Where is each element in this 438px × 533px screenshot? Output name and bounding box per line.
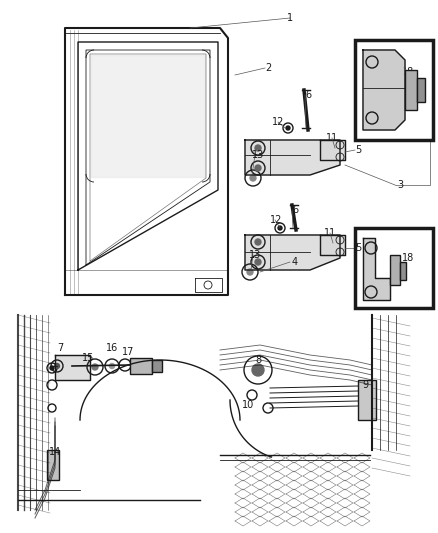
Text: 17: 17	[122, 347, 134, 357]
Text: 10: 10	[242, 400, 254, 410]
Bar	[130, 358, 152, 374]
Text: 13: 13	[249, 250, 261, 260]
Polygon shape	[320, 235, 345, 255]
Circle shape	[92, 364, 98, 370]
Bar	[417, 78, 425, 102]
Text: 18: 18	[402, 67, 414, 77]
Text: 8: 8	[255, 355, 261, 365]
Polygon shape	[363, 238, 390, 300]
Bar	[405, 70, 417, 110]
Polygon shape	[320, 140, 345, 160]
Text: 14: 14	[49, 447, 61, 457]
Bar	[390, 255, 400, 285]
Circle shape	[110, 364, 114, 368]
Text: 13: 13	[252, 150, 264, 160]
Text: 3: 3	[397, 180, 403, 190]
Text: 18: 18	[402, 253, 414, 263]
Circle shape	[252, 364, 264, 376]
Text: 15: 15	[82, 353, 94, 363]
Bar	[47, 450, 59, 480]
Circle shape	[54, 364, 60, 368]
Polygon shape	[245, 235, 340, 270]
Polygon shape	[91, 55, 205, 177]
Circle shape	[255, 259, 261, 265]
Text: 5: 5	[355, 243, 361, 253]
Text: 12: 12	[272, 117, 284, 127]
Circle shape	[255, 239, 261, 245]
Circle shape	[247, 269, 253, 275]
Text: 4: 4	[292, 257, 298, 267]
Polygon shape	[55, 355, 90, 380]
Text: 11: 11	[324, 228, 336, 238]
Bar	[355, 40, 433, 140]
Text: 5: 5	[355, 145, 361, 155]
Circle shape	[255, 145, 261, 151]
Text: 6: 6	[292, 205, 298, 215]
Bar	[355, 228, 433, 308]
Text: 9: 9	[362, 380, 368, 390]
Circle shape	[278, 226, 282, 230]
Text: 7: 7	[57, 343, 63, 353]
Text: 11: 11	[326, 133, 338, 143]
Polygon shape	[363, 50, 405, 130]
Text: 1: 1	[287, 13, 293, 23]
Bar	[400, 262, 406, 280]
Circle shape	[250, 175, 256, 181]
Bar	[358, 380, 376, 420]
Circle shape	[255, 165, 261, 171]
Text: 2: 2	[265, 63, 271, 73]
Polygon shape	[245, 140, 340, 175]
Circle shape	[50, 366, 54, 370]
Bar	[152, 360, 162, 372]
Circle shape	[286, 126, 290, 130]
Text: 6: 6	[305, 90, 311, 100]
Text: 12: 12	[270, 215, 282, 225]
Text: 16: 16	[106, 343, 118, 353]
